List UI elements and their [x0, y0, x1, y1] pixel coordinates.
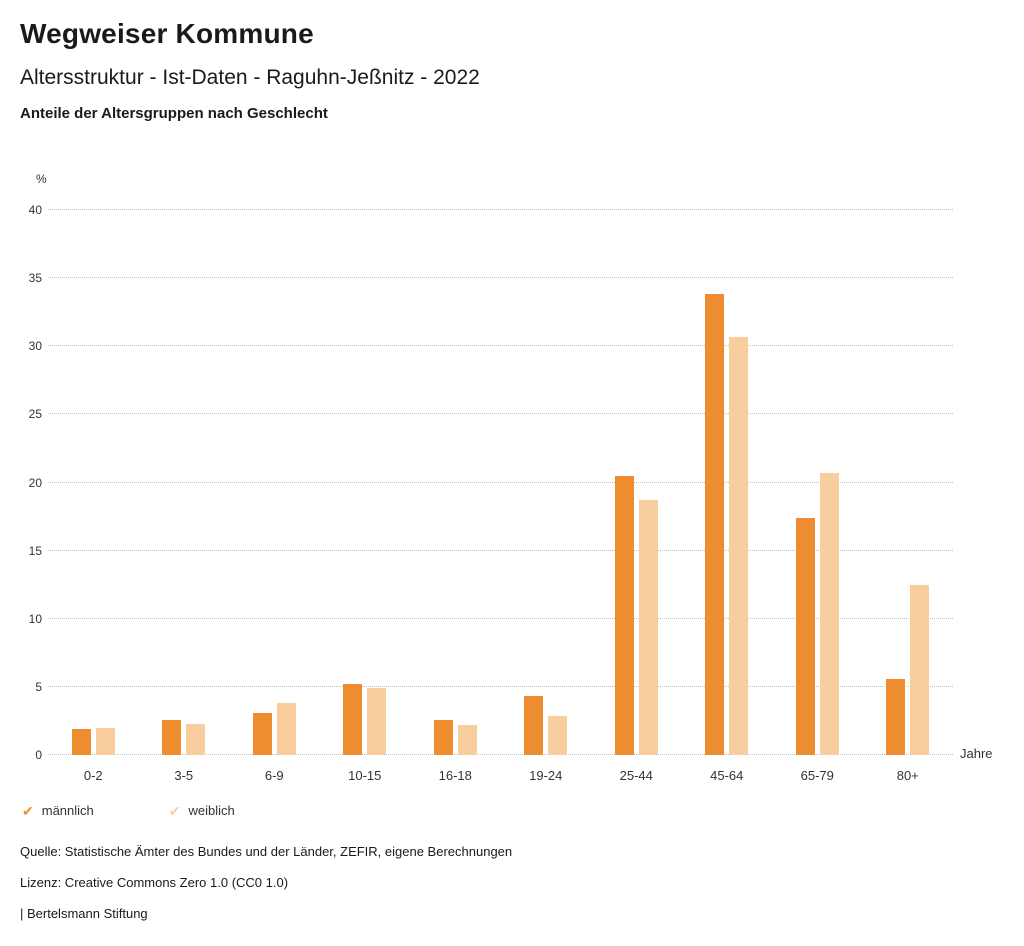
- y-tick-label-35: 35: [28, 271, 42, 286]
- bar-weiblich-45-64: [729, 336, 749, 755]
- y-tick-label-40: 40: [28, 203, 42, 217]
- x-tick-label-25-44: 25-44: [619, 768, 653, 783]
- gridline-40: [48, 209, 953, 210]
- bar-group-80+: 80+: [886, 210, 930, 783]
- x-tick-label-80+: 80+: [896, 768, 919, 783]
- legend-item-weiblich: ✔ weiblich: [169, 803, 235, 818]
- bar-group-0-2: 0-2: [71, 210, 115, 783]
- gridline-0: [48, 754, 953, 755]
- bar-chart-plot-area: 0 5 10 15 20 25 30 35 40 0-2 3-5 6-9 10-15 16-18 19-24…: [29, 203, 953, 783]
- x-tick-label-16-18: 16-18: [438, 768, 472, 783]
- y-tick-label-10: 10: [28, 611, 42, 626]
- bar-group-3-5: 3-5: [162, 210, 206, 783]
- y-axis-unit-label: %: [36, 172, 47, 186]
- bar-weiblich-25-44: [638, 500, 658, 755]
- bar-männlich-19-24: [524, 696, 544, 755]
- x-tick-label-65-79: 65-79: [800, 768, 834, 783]
- chart-heading: Anteile der Altersgruppen nach Geschlech…: [20, 105, 328, 122]
- x-axis-unit-label: Jahre: [960, 746, 993, 761]
- bar-group-6-9: 6-9: [252, 210, 296, 783]
- gridline-20: [48, 481, 953, 483]
- source-text: Quelle: Statistische Ämter des Bundes un…: [20, 844, 513, 859]
- page-title: Wegweiser Kommune: [20, 18, 314, 49]
- gridline-25: [48, 413, 953, 415]
- bar-group-10-15: 10-15: [343, 210, 387, 783]
- bar-groups: 0-2 3-5 6-9 10-15 16-18 19-24 25-44 45-64 65-79 8…: [48, 210, 953, 783]
- bar-männlich-16-18: [433, 719, 453, 755]
- bar-weiblich-6-9: [276, 703, 296, 755]
- bar-weiblich-19-24: [548, 715, 568, 755]
- gridline-5: [48, 685, 953, 687]
- bar-group-65-79: 65-79: [795, 210, 839, 783]
- gridline-10: [48, 617, 953, 619]
- x-tick-label-45-64: 45-64: [710, 768, 744, 783]
- legend-label: weiblich: [188, 803, 235, 818]
- check-icon: ✔: [22, 802, 34, 819]
- x-tick-label-3-5: 3-5: [174, 768, 194, 783]
- bar-weiblich-0-2: [95, 727, 115, 755]
- x-tick-label-0-2: 0-2: [83, 768, 103, 783]
- bar-männlich-10-15: [343, 684, 363, 755]
- y-tick-label-20: 20: [28, 475, 42, 490]
- bar-weiblich-10-15: [367, 688, 387, 755]
- bar-weiblich-16-18: [457, 725, 477, 755]
- y-tick-label-15: 15: [28, 543, 42, 558]
- bar-männlich-6-9: [252, 712, 272, 755]
- y-tick-label-5: 5: [35, 679, 42, 694]
- bar-männlich-45-64: [705, 294, 725, 755]
- gridline-15: [48, 549, 953, 551]
- y-tick-label-0: 0: [35, 748, 42, 762]
- bar-männlich-65-79: [795, 517, 815, 755]
- chart-legend: ✔ männlich ✔ weiblich: [22, 803, 235, 818]
- legend-item-maennlich: ✔ männlich: [22, 803, 94, 818]
- y-tick-label-30: 30: [28, 339, 42, 354]
- legend-label: männlich: [41, 803, 94, 818]
- bar-group-25-44: 25-44: [614, 210, 658, 783]
- license-text: Lizenz: Creative Commons Zero 1.0 (CC0 1…: [20, 875, 289, 890]
- x-tick-label-19-24: 19-24: [529, 768, 563, 783]
- bar-weiblich-3-5: [186, 723, 206, 755]
- x-tick-label-6-9: 6-9: [264, 768, 284, 783]
- bar-group-16-18: 16-18: [433, 210, 477, 783]
- bar-männlich-80+: [886, 678, 906, 755]
- check-icon: ✔: [168, 802, 181, 819]
- bar-group-45-64: 45-64: [705, 210, 749, 783]
- bar-männlich-3-5: [162, 719, 182, 755]
- bar-weiblich-80+: [910, 584, 930, 755]
- bar-weiblich-65-79: [819, 472, 839, 755]
- bar-männlich-25-44: [614, 475, 634, 755]
- x-tick-label-10-15: 10-15: [348, 768, 382, 783]
- bar-männlich-0-2: [71, 729, 91, 755]
- attribution-text: | Bertelsmann Stiftung: [20, 906, 148, 921]
- y-tick-label-25: 25: [28, 407, 42, 422]
- gridline-35: [48, 277, 953, 279]
- page-subtitle: Altersstruktur - Ist-Daten - Raguhn-Jeßn…: [20, 66, 480, 89]
- gridline-30: [48, 345, 953, 347]
- bar-group-19-24: 19-24: [524, 210, 568, 783]
